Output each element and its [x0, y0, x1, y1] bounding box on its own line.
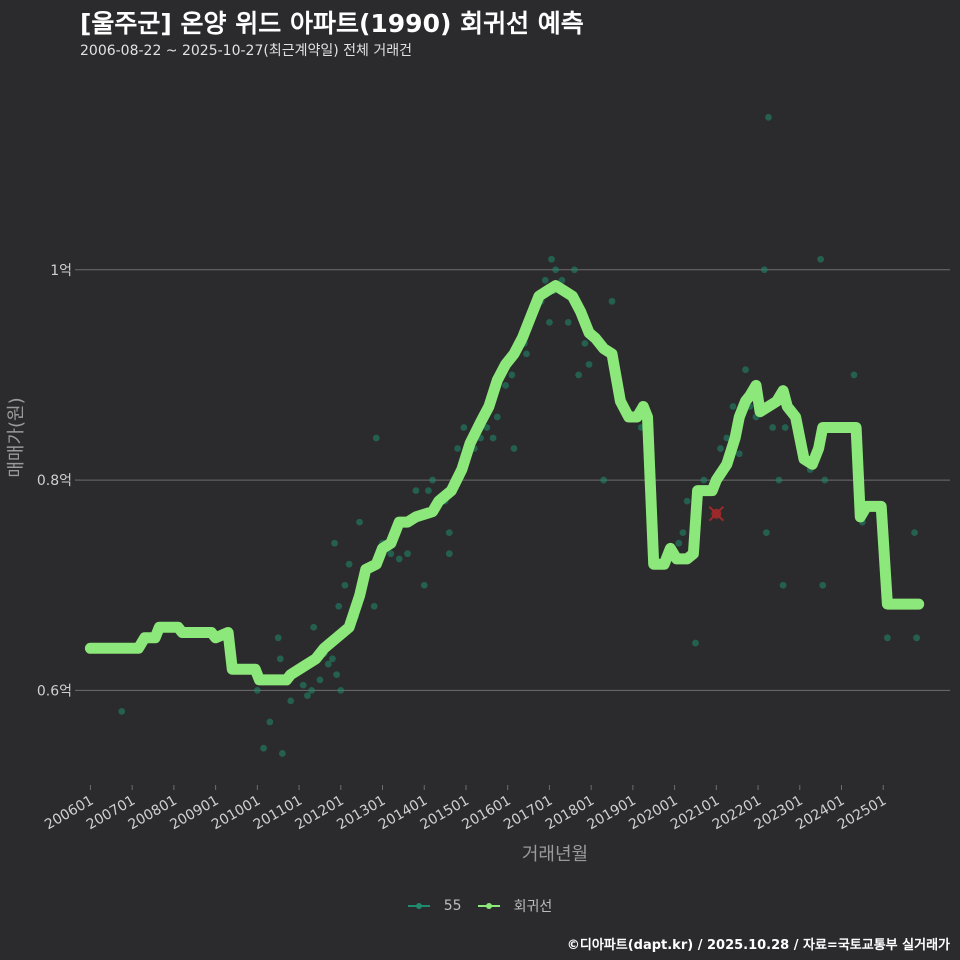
data-point	[460, 424, 468, 431]
data-point	[370, 602, 378, 610]
y-tick-label: 1억	[50, 263, 72, 279]
legend-key-points	[407, 899, 430, 913]
data-point	[395, 555, 403, 563]
legend-item-points: 55	[407, 898, 462, 914]
data-point	[341, 581, 349, 589]
data-point	[911, 529, 918, 537]
data-point	[763, 529, 770, 537]
data-point	[683, 497, 691, 505]
data-point	[765, 113, 772, 121]
data-point	[775, 476, 783, 484]
chart-subtitle: 2006-08-22 ~ 2025-10-27(최근계약일) 전체 거래건	[80, 43, 412, 59]
y-tick-label: 0.8억	[37, 473, 72, 489]
x-tick-label: 202501	[835, 793, 889, 834]
data-point	[548, 255, 555, 263]
y-tick-label: 0.6억	[37, 683, 72, 699]
data-point	[356, 518, 363, 526]
chart-legend: 55 회귀선	[0, 896, 960, 916]
data-point	[679, 529, 687, 537]
regression-line	[84, 280, 925, 686]
data-point	[266, 718, 274, 726]
data-point	[717, 445, 724, 452]
data-point	[429, 476, 436, 484]
data-point	[700, 476, 708, 484]
data-point	[287, 697, 295, 705]
data-point	[260, 744, 267, 752]
data-point	[760, 266, 768, 274]
data-point	[819, 581, 827, 589]
legend-item-regression: 회귀선	[477, 896, 553, 916]
data-point	[502, 382, 510, 389]
latest-trade-cross-b	[708, 506, 725, 522]
data-point	[821, 476, 829, 484]
data-point	[817, 255, 825, 263]
data-point	[278, 750, 286, 757]
data-point	[608, 297, 616, 305]
data-point	[523, 350, 530, 358]
data-point	[552, 266, 560, 274]
data-point	[274, 634, 282, 642]
data-point	[445, 529, 453, 537]
data-point	[420, 581, 428, 589]
data-point	[781, 424, 789, 431]
y-axis-title: 매매가(원)	[6, 397, 27, 477]
data-point	[723, 434, 731, 442]
data-point	[253, 686, 261, 694]
data-point	[913, 634, 921, 642]
data-point	[729, 403, 737, 410]
latest-trade-marker	[708, 506, 725, 522]
data-point	[575, 371, 583, 379]
data-point	[425, 487, 432, 494]
data-point	[541, 276, 549, 284]
data-point	[546, 318, 553, 326]
data-point	[299, 681, 307, 689]
legend-label-regression: 회귀선	[513, 899, 553, 915]
data-point	[581, 339, 589, 347]
data-point	[324, 660, 332, 668]
data-point	[372, 434, 380, 442]
data-point	[571, 266, 578, 274]
data-point	[335, 602, 343, 610]
data-point	[331, 539, 338, 547]
data-point	[779, 581, 787, 589]
data-point	[412, 487, 420, 494]
data-point	[884, 634, 891, 642]
data-point	[742, 366, 749, 374]
data-point	[308, 686, 315, 694]
data-point	[564, 318, 572, 326]
data-point	[735, 450, 743, 458]
data-point	[445, 550, 453, 558]
data-point	[508, 371, 516, 379]
data-point	[692, 639, 699, 647]
data-point	[510, 445, 518, 452]
x-axis-title: 거래년월	[522, 844, 588, 865]
data-point	[337, 686, 345, 694]
data-point	[316, 676, 324, 684]
data-point	[310, 623, 318, 631]
data-point	[276, 655, 284, 663]
data-point	[483, 424, 491, 431]
data-point	[600, 476, 608, 484]
data-point	[493, 413, 501, 421]
data-point	[850, 371, 858, 379]
data-point	[489, 434, 497, 442]
data-point	[585, 361, 593, 368]
data-point	[769, 424, 777, 431]
data-point	[333, 671, 341, 678]
data-point	[329, 655, 336, 663]
source-credit: ©디아파트(dapt.kr) / 2025.10.28 / 자료=국토교통부 실…	[566, 938, 950, 953]
data-point	[387, 550, 395, 558]
data-point	[304, 692, 311, 700]
data-point	[404, 550, 411, 558]
data-point	[118, 707, 126, 715]
data-point	[675, 539, 683, 547]
chart-title: [울주군] 온양 위드 아파트(1990) 회귀선 예측	[80, 9, 584, 38]
legend-label-points: 55	[443, 898, 462, 914]
legend-key-regression	[477, 899, 500, 913]
data-point	[454, 445, 462, 452]
data-point	[345, 560, 353, 568]
